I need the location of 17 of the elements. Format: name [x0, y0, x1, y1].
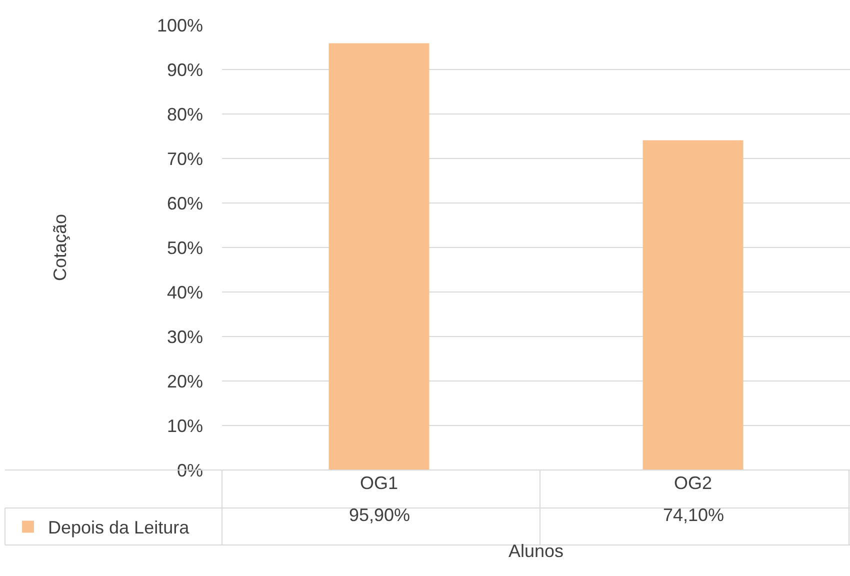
data-label: 95,90%	[349, 505, 410, 525]
y-tick-label: 40%	[166, 282, 203, 302]
legend-label: Depois da Leitura	[48, 518, 190, 538]
data-label: 74,10%	[663, 505, 724, 525]
y-tick-label: 80%	[166, 104, 203, 124]
y-tick-label: 90%	[166, 60, 203, 80]
y-tick-label: 100%	[156, 15, 203, 36]
y-tick-label: 70%	[166, 148, 203, 169]
y-tick-label: 30%	[166, 326, 203, 347]
y-tick-label: 10%	[166, 416, 203, 436]
y-axis-title: Cotação	[50, 214, 70, 282]
x-axis-title: Alunos	[508, 541, 564, 562]
x-tick-label: OG2	[674, 473, 712, 493]
y-tick-label: 50%	[166, 238, 203, 258]
y-tick-label: 20%	[166, 371, 203, 392]
x-tick-label: OG1	[360, 473, 398, 493]
y-tick-label: 60%	[166, 193, 203, 214]
